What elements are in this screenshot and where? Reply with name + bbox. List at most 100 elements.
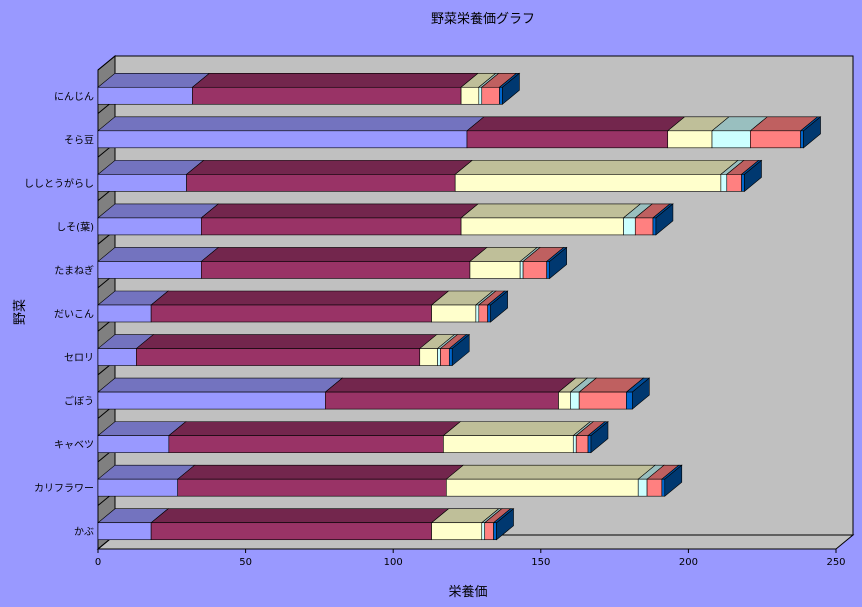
bar-end-face — [549, 246, 567, 280]
bar-front-face — [519, 261, 524, 279]
y-tick-label: にんじん — [54, 91, 94, 103]
bar-front-face — [800, 130, 804, 149]
bar-segment — [150, 290, 450, 323]
y-tick-label: セロリ — [64, 352, 94, 364]
bar-segment — [97, 377, 344, 410]
y-tick-label: キャベツ — [54, 439, 94, 451]
bar-top-face — [168, 421, 462, 436]
bar-front-face — [626, 391, 633, 410]
bar-front-face — [97, 435, 170, 453]
bar-segment — [480, 72, 518, 105]
bar-front-face — [741, 174, 745, 192]
bar-front-face — [570, 391, 580, 410]
bar-segment — [460, 203, 642, 236]
bar-front-face — [97, 86, 193, 105]
bar-front-face — [440, 348, 450, 366]
bar-segment — [185, 160, 474, 192]
y-tick-label: ししとうがらし — [24, 177, 94, 190]
bar-front-face — [448, 348, 453, 366]
bar-front-face — [431, 522, 483, 541]
bar-front-face — [431, 304, 477, 323]
x-tick-label: 50 — [239, 557, 252, 568]
bar-front-face — [192, 86, 462, 105]
bar-front-face — [437, 348, 441, 366]
bar-segment — [711, 116, 769, 149]
bar-front-face — [661, 478, 666, 497]
bar-front-face — [637, 478, 648, 497]
bar-front-face — [575, 435, 589, 453]
x-tick-label: 0 — [95, 557, 101, 568]
bar-end-face — [451, 333, 470, 367]
bar-segment — [97, 203, 220, 236]
bar-front-face — [475, 304, 480, 323]
bar-top-face — [97, 247, 220, 262]
bar-front-face — [97, 130, 468, 149]
bar-end-face — [632, 377, 650, 410]
chart-title: 野菜栄養価グラフ — [431, 11, 535, 27]
bar-top-face — [97, 203, 220, 219]
bar-segment — [97, 72, 211, 105]
bar-top-face — [150, 290, 450, 306]
bar-segment — [97, 290, 169, 323]
bar-segment — [150, 508, 450, 541]
bar-front-face — [587, 435, 592, 453]
bar-front-face — [493, 522, 497, 541]
y-tick-label: カリフラワー — [34, 483, 94, 495]
bar-front-face — [201, 217, 462, 236]
bar-end-face — [590, 421, 609, 454]
bar-top-face — [200, 247, 488, 262]
bar-segment — [191, 72, 479, 105]
bar-segment — [749, 116, 819, 149]
bar-segment — [522, 247, 565, 279]
bar-segment — [168, 421, 462, 453]
bar-front-face — [460, 86, 480, 105]
bar-top-face — [445, 464, 657, 480]
bar-front-face — [578, 391, 627, 410]
bar-front-face — [97, 478, 179, 497]
bar-front-face — [466, 130, 669, 149]
bar-front-face — [750, 130, 801, 149]
bar-front-face — [487, 304, 491, 323]
bar-front-face — [150, 522, 432, 541]
bar-front-face — [499, 86, 503, 105]
bar-front-face — [97, 304, 152, 323]
bar-end-face — [744, 159, 762, 192]
bar-front-face — [481, 522, 486, 541]
bar-segment — [469, 247, 538, 279]
bar-segment — [97, 508, 169, 541]
bar-top-face — [176, 464, 465, 480]
bar-front-face — [443, 435, 574, 453]
bar-top-face — [442, 421, 592, 436]
y-axis-title: 野菜 — [13, 299, 28, 325]
bar-top-face — [466, 116, 686, 132]
bar-segment — [97, 116, 485, 149]
bar-top-face — [324, 377, 577, 393]
bar-top-face — [200, 203, 479, 219]
x-axis-title: 栄養価 — [448, 584, 487, 600]
bar-front-face — [446, 478, 639, 497]
bar-front-face — [168, 435, 444, 453]
bar-front-face — [469, 261, 521, 279]
bar-front-face — [623, 217, 636, 236]
bar-segment — [646, 464, 680, 497]
bar-segment — [97, 247, 220, 279]
bar-segment — [324, 377, 577, 410]
bar-segment — [97, 464, 196, 497]
bar-front-face — [454, 174, 722, 192]
bar-top-face — [97, 377, 344, 393]
bar-front-face — [726, 174, 742, 192]
bar-front-face — [186, 174, 456, 192]
bar-segment — [418, 334, 456, 366]
bar-top-face — [150, 508, 450, 524]
bar-front-face — [325, 391, 559, 410]
bar-front-face — [177, 478, 447, 497]
bar-front-face — [478, 304, 488, 323]
bar-front-face — [546, 261, 550, 279]
x-tick-label: 250 — [826, 557, 845, 568]
bar-segment — [725, 160, 760, 192]
bar-front-face — [720, 174, 728, 192]
bar-end-face — [490, 290, 508, 323]
bar-segment — [666, 116, 730, 149]
